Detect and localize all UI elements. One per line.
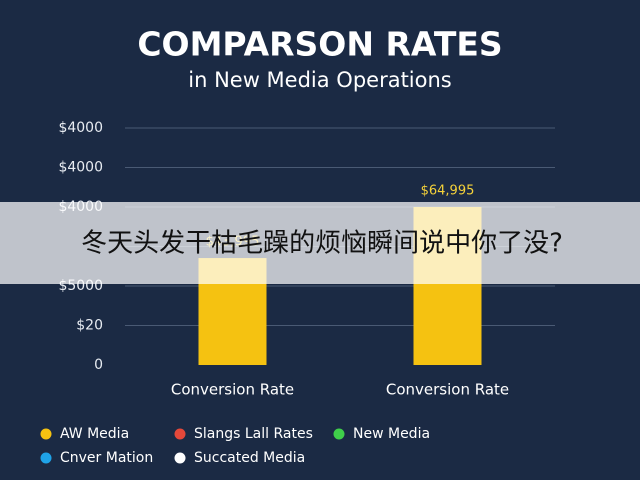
banner-background xyxy=(0,202,640,284)
legend-swatch xyxy=(174,428,186,440)
value-label: $64,995 xyxy=(421,184,475,199)
x-tick-label: Conversion Rate xyxy=(386,381,509,399)
x-tick-label: Conversion Rate xyxy=(171,381,294,399)
legend-swatch xyxy=(333,428,345,440)
legend-label: Succated Media xyxy=(194,450,305,466)
legend-swatch xyxy=(40,428,52,440)
legend-label: AW Media xyxy=(60,426,129,442)
legend-swatch xyxy=(40,452,52,464)
legend-swatch xyxy=(174,452,186,464)
chart-subtitle: in New Media Operations xyxy=(188,68,452,92)
y-tick-label: $4000 xyxy=(58,120,103,136)
y-tick-label: $20 xyxy=(76,318,103,334)
banner-caption: 冬天头发干枯毛躁的烦恼瞬间说中你了没? xyxy=(81,229,563,259)
legend-label: Cnver Mation xyxy=(60,450,153,466)
overlay-banner: 冬天头发干枯毛躁的烦恼瞬间说中你了没? xyxy=(0,202,640,284)
chart-title: COMPARSON RATES xyxy=(137,25,502,64)
y-tick-label: 0 xyxy=(94,357,103,373)
legend-label: New Media xyxy=(353,426,430,442)
y-tick-label: $4000 xyxy=(58,160,103,176)
legend-label: Slangs Lall Rates xyxy=(194,426,313,442)
